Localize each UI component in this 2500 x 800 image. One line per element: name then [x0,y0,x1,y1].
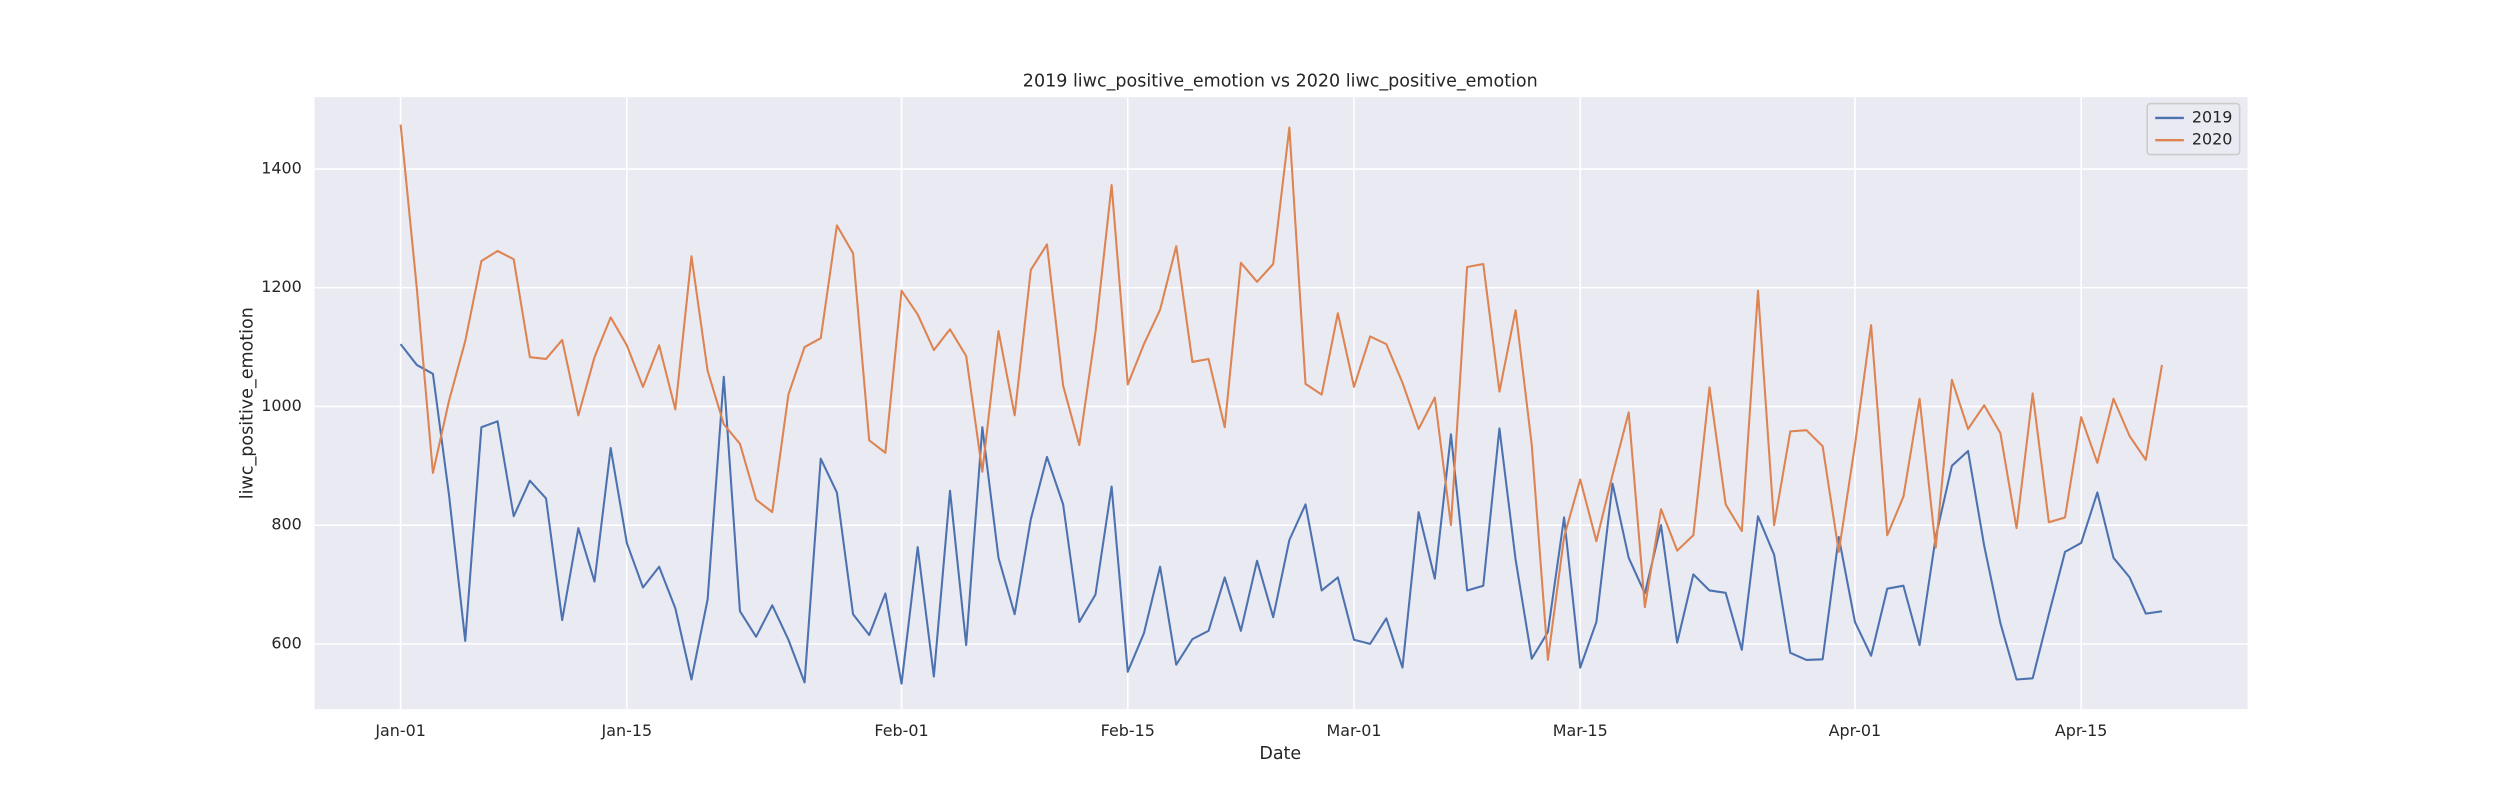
legend-label: 2019 [2192,107,2233,126]
x-tick-label: Apr-01 [1829,721,1882,740]
x-tick-label: Apr-15 [2055,721,2108,740]
legend-box [2146,102,2241,156]
y-axis-label: liwc_positive_emotion [238,307,258,499]
x-tick-label: Feb-15 [1101,721,1155,740]
lines [399,124,2163,685]
x-tick-label: Feb-01 [874,721,928,740]
legend-label: 2020 [2192,130,2233,149]
line-series [399,124,2163,661]
y-tick-label: 800 [271,515,301,534]
y-tick-label: 1200 [261,277,302,296]
x-tick-label: Mar-01 [1326,721,1381,740]
y-tick-label: 1000 [261,396,302,415]
grid [314,97,2248,710]
x-axis-label: Date [1259,744,1301,764]
chart-title: 2019 liwc_positive_emotion vs 2020 liwc_… [1023,71,1538,91]
line-series [399,343,2163,685]
x-tick-label: Jan-01 [374,721,426,740]
legend: 2019 2020 [2146,102,2241,156]
x-tick-label: Mar-15 [1553,721,1608,740]
labels: 600 800 1000 1200 1400 Jan-01 Jan-15 Feb-01 Feb-… [261,159,2107,740]
y-tick-label: 1400 [261,159,302,178]
y-tick-label: 600 [271,633,301,652]
x-tick-label: Jan-15 [601,721,653,740]
